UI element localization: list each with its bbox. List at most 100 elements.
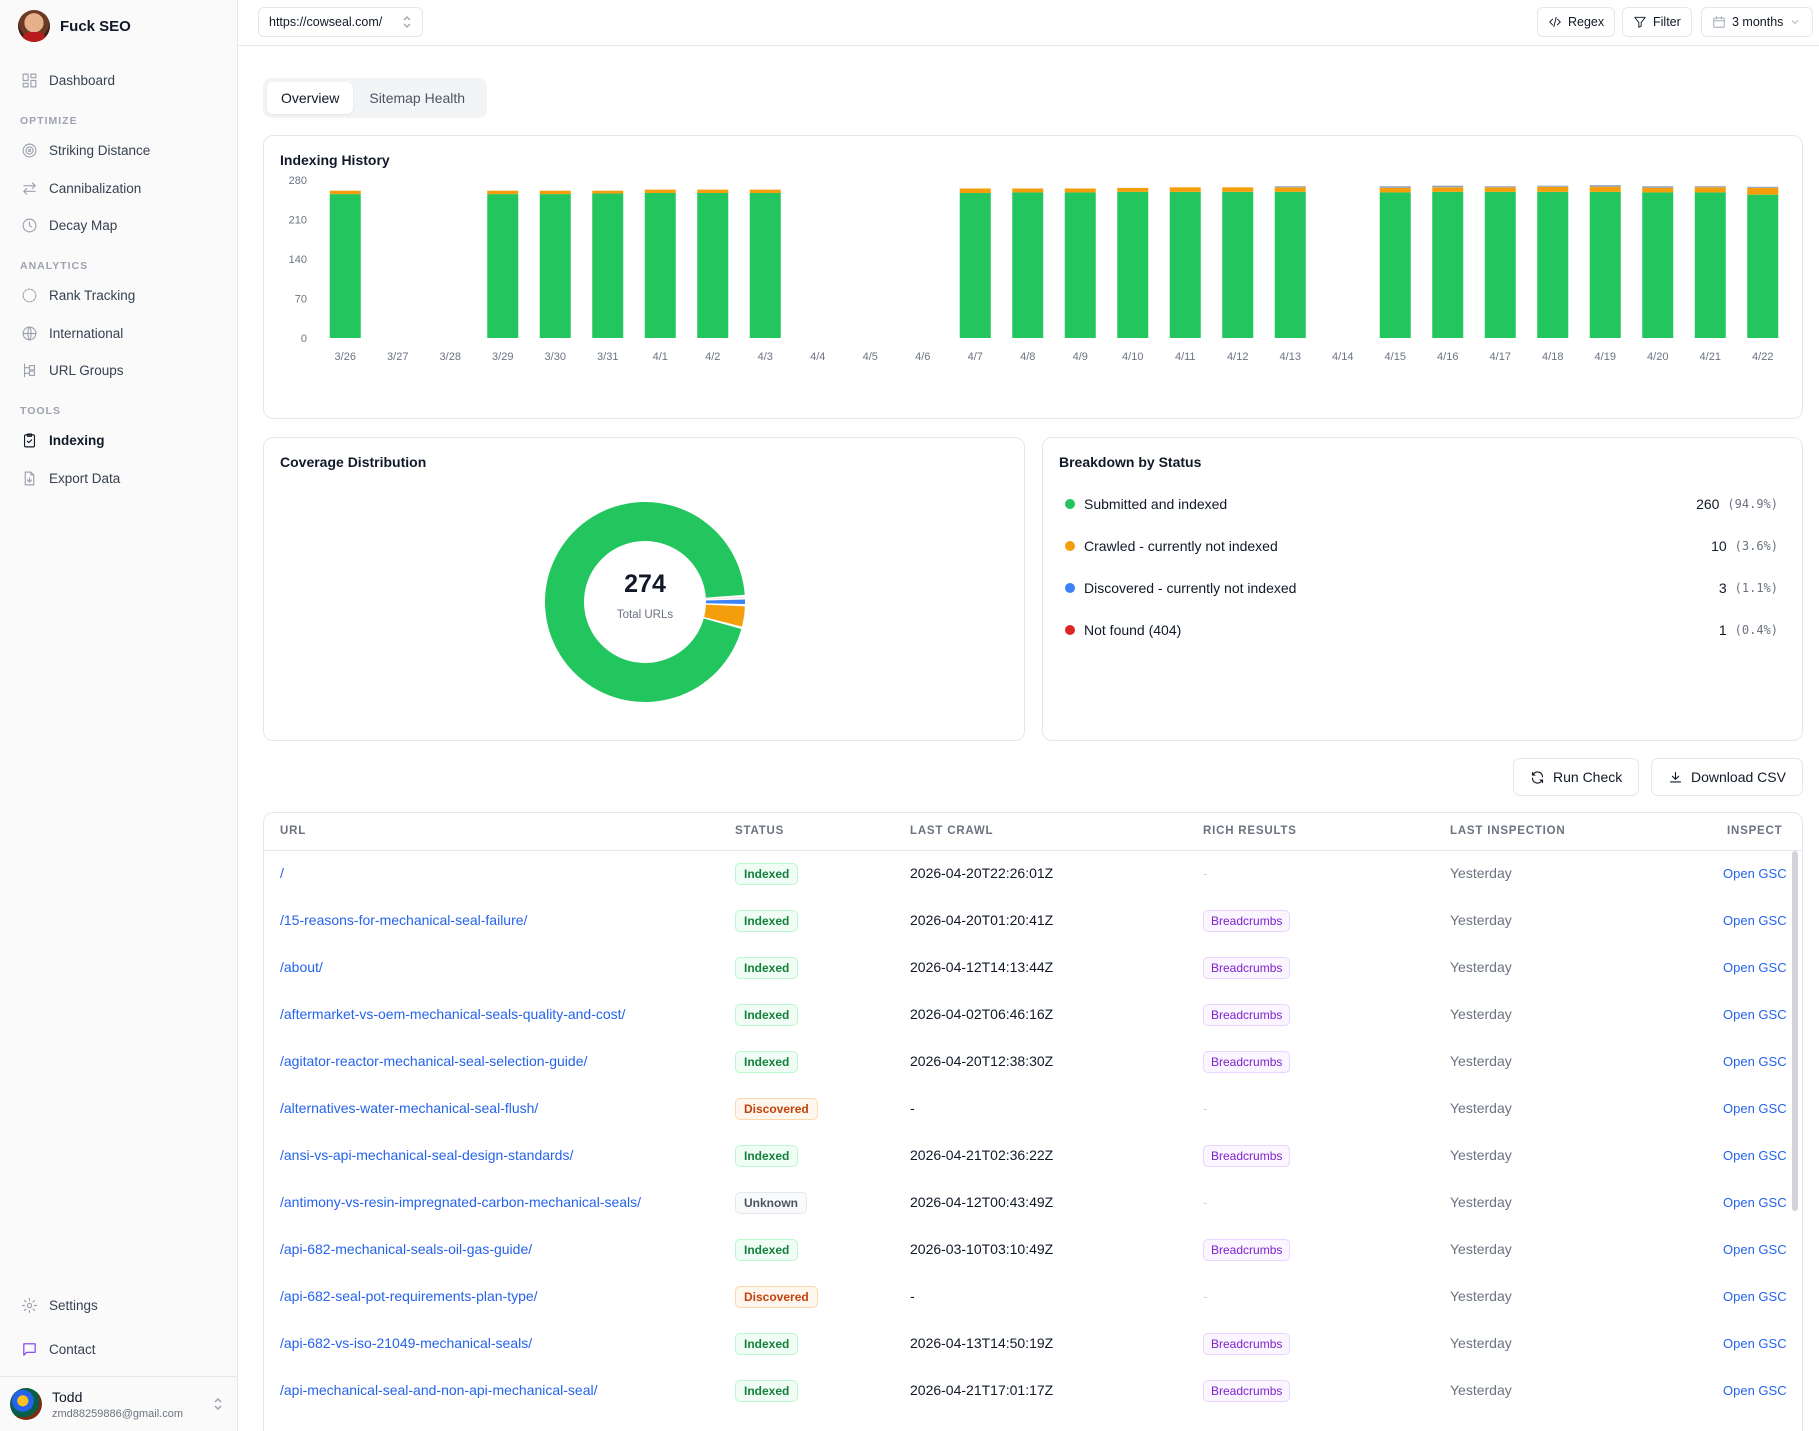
brand[interactable]: Fuck SEO [18, 10, 131, 42]
date-range-select[interactable]: 3 months [1701, 7, 1813, 37]
download-csv-button[interactable]: Download CSV [1651, 758, 1803, 796]
bar-segment[interactable] [1747, 186, 1779, 188]
bar-segment[interactable] [1642, 187, 1674, 193]
url-link[interactable]: /api-682-seal-pot-requirements-plan-type… [280, 1288, 538, 1304]
status-row-discovered-not-indexed[interactable]: Discovered - currently not indexed 3 (1.… [1065, 577, 1778, 599]
bar-segment[interactable] [1064, 188, 1096, 193]
bar-segment[interactable] [1432, 191, 1464, 338]
status-row-crawled-not-indexed[interactable]: Crawled - currently not indexed 10 (3.6%… [1065, 535, 1778, 557]
open-gsc-link[interactable]: Open GSC [1723, 913, 1787, 928]
bar-segment[interactable] [592, 193, 624, 338]
sidebar-item-export-data[interactable]: Export Data [10, 462, 228, 494]
bar-segment[interactable] [1484, 187, 1516, 192]
bar-segment[interactable] [1694, 186, 1726, 188]
sidebar-item-dashboard[interactable]: Dashboard [10, 64, 228, 96]
sidebar-item-indexing[interactable]: Indexing [10, 424, 228, 456]
tab-overview[interactable]: Overview [267, 82, 354, 114]
bar-segment[interactable] [329, 194, 361, 338]
open-gsc-link[interactable]: Open GSC [1723, 1007, 1787, 1022]
sidebar-item-international[interactable]: International [10, 317, 228, 349]
bar-segment[interactable] [749, 189, 781, 193]
bar-segment[interactable] [1274, 191, 1306, 338]
bar-segment[interactable] [1117, 187, 1149, 192]
sidebar-item-settings[interactable]: Settings [10, 1289, 228, 1321]
open-gsc-link[interactable]: Open GSC [1723, 866, 1787, 881]
th-rich-results[interactable]: RICH RESULTS [1203, 825, 1297, 837]
th-last-inspection[interactable]: LAST INSPECTION [1450, 825, 1566, 837]
open-gsc-link[interactable]: Open GSC [1723, 1383, 1787, 1398]
bar-segment[interactable] [1432, 185, 1464, 188]
bar-segment[interactable] [644, 192, 676, 338]
bar-segment[interactable] [697, 192, 729, 338]
bar-segment[interactable] [1169, 191, 1201, 338]
status-row-submitted-indexed[interactable]: Submitted and indexed 260 (94.9%) [1065, 493, 1778, 515]
open-gsc-link[interactable]: Open GSC [1723, 1101, 1787, 1116]
open-gsc-link[interactable]: Open GSC [1723, 1242, 1787, 1257]
sidebar-item-rank-tracking[interactable]: Rank Tracking [10, 279, 228, 311]
bar-segment[interactable] [539, 194, 571, 338]
open-gsc-link[interactable]: Open GSC [1723, 960, 1787, 975]
th-last-crawl[interactable]: LAST CRAWL [910, 825, 994, 837]
open-gsc-link[interactable]: Open GSC [1723, 1289, 1787, 1304]
bar-segment[interactable] [1012, 188, 1044, 193]
bar-segment[interactable] [1484, 186, 1516, 188]
bar-segment[interactable] [1379, 187, 1411, 193]
bar-segment[interactable] [1379, 186, 1411, 188]
bar-segment[interactable] [487, 194, 519, 338]
donut-slice[interactable] [705, 597, 745, 600]
th-status[interactable]: STATUS [735, 825, 785, 837]
bar-segment[interactable] [1169, 187, 1201, 192]
sidebar-item-contact[interactable]: Contact [10, 1333, 228, 1365]
site-select[interactable]: https://cowseal.com/ [258, 7, 423, 37]
bar-segment[interactable] [539, 190, 571, 195]
sidebar-item-cannibalization[interactable]: Cannibalization [10, 172, 228, 204]
filter-button[interactable]: Filter [1622, 7, 1692, 37]
bar-segment[interactable] [1274, 187, 1306, 192]
bar-segment[interactable] [697, 189, 729, 193]
bar-segment[interactable] [329, 190, 361, 195]
url-link[interactable]: /api-mechanical-seal-and-non-api-mechani… [280, 1382, 598, 1398]
url-link[interactable]: /aftermarket-vs-oem-mechanical-seals-qua… [280, 1006, 626, 1022]
status-row-not-found[interactable]: Not found (404) 1 (0.4%) [1065, 619, 1778, 641]
bar-segment[interactable] [1642, 186, 1674, 188]
bar-segment[interactable] [1537, 186, 1569, 192]
bar-segment[interactable] [1747, 194, 1779, 338]
url-link[interactable]: /agitator-reactor-mechanical-seal-select… [280, 1053, 588, 1069]
sidebar-item-striking-distance[interactable]: Striking Distance [10, 134, 228, 166]
open-gsc-link[interactable]: Open GSC [1723, 1054, 1787, 1069]
url-link[interactable]: /antimony-vs-resin-impregnated-carbon-me… [280, 1194, 642, 1210]
donut-slice[interactable] [705, 599, 745, 604]
bar-segment[interactable] [1747, 187, 1779, 195]
bar-segment[interactable] [749, 192, 781, 338]
tab-sitemap-health[interactable]: Sitemap Health [369, 90, 466, 106]
bar-segment[interactable] [1537, 191, 1569, 338]
table-scrollbar[interactable] [1792, 851, 1798, 1211]
bar-segment[interactable] [1642, 192, 1674, 338]
bar-segment[interactable] [1012, 192, 1044, 338]
bar-segment[interactable] [592, 190, 624, 194]
url-link[interactable]: / [280, 865, 284, 881]
bar-segment[interactable] [1694, 187, 1726, 193]
bar-segment[interactable] [644, 189, 676, 193]
bar-segment[interactable] [1222, 191, 1254, 338]
url-link[interactable]: /api-682-vs-iso-21049-mechanical-seals/ [280, 1335, 533, 1351]
bar-segment[interactable] [1064, 192, 1096, 338]
bar-segment[interactable] [487, 190, 519, 195]
bar-segment[interactable] [1694, 192, 1726, 338]
open-gsc-link[interactable]: Open GSC [1723, 1195, 1787, 1210]
bar-segment[interactable] [1484, 191, 1516, 338]
open-gsc-link[interactable]: Open GSC [1723, 1336, 1787, 1351]
url-link[interactable]: /alternatives-water-mechanical-seal-flus… [280, 1100, 539, 1116]
run-check-button[interactable]: Run Check [1513, 758, 1640, 796]
regex-button[interactable]: Regex [1537, 7, 1616, 37]
bar-segment[interactable] [959, 192, 991, 338]
user-menu[interactable]: Todd zmd88259886@gmail.com [0, 1376, 238, 1431]
bar-segment[interactable] [1117, 191, 1149, 338]
url-link[interactable]: /ansi-vs-api-mechanical-seal-design-stan… [280, 1147, 574, 1163]
donut-slice[interactable] [545, 502, 745, 702]
bar-segment[interactable] [1589, 191, 1621, 338]
bar-segment[interactable] [1379, 192, 1411, 338]
bar-segment[interactable] [1537, 185, 1569, 187]
sidebar-item-decay-map[interactable]: Decay Map [10, 209, 228, 241]
bar-segment[interactable] [1589, 186, 1621, 192]
